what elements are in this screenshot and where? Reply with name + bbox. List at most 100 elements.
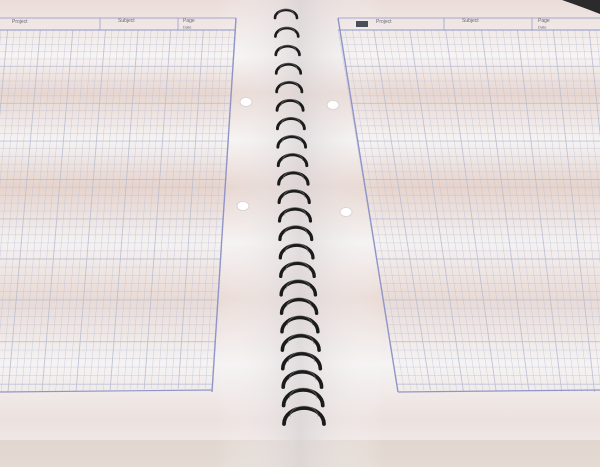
spiral-coil-highlight: [289, 387, 318, 399]
grid-line: [0, 30, 34, 392]
spiral-binding: [273, 8, 326, 426]
right-date-label: Date: [538, 25, 547, 30]
spiral-coil-highlight: [282, 171, 305, 180]
grid-line: [524, 29, 569, 392]
spiral-coil-highlight: [280, 80, 299, 88]
grid-line: [502, 29, 549, 392]
spiral-coil-highlight: [277, 8, 295, 15]
grid-line: [538, 29, 582, 392]
grid-line: [452, 29, 504, 392]
grid-line: [488, 29, 536, 392]
spiral-coil-icon: [278, 243, 315, 260]
spiral-coil-highlight: [281, 134, 302, 143]
right-project-label: Project: [376, 19, 392, 25]
punch-hole-icon: [239, 97, 253, 107]
spiral-coil-icon: [282, 406, 326, 426]
grid-line: [68, 30, 100, 392]
left-project-label: Project: [12, 19, 28, 25]
spiral-coil-icon: [280, 315, 320, 334]
grid-line: [459, 29, 510, 392]
grid-line: [0, 30, 28, 392]
grid-line: [416, 29, 471, 392]
grid-line: [438, 29, 490, 392]
spiral-coil-highlight: [286, 297, 312, 308]
grid-line: [21, 30, 54, 392]
grid-line: [409, 29, 464, 392]
spiral-coil-icon: [277, 189, 311, 205]
grid-line: [567, 29, 600, 392]
grid-line: [344, 29, 405, 392]
grid-line: [359, 29, 418, 392]
spiral-coil-highlight: [281, 116, 301, 125]
punch-hole-icon: [326, 100, 340, 110]
spiral-coil-icon: [274, 62, 303, 75]
grid-line: [191, 30, 217, 392]
grid-line: [545, 29, 589, 392]
grid-line: [204, 30, 230, 392]
grid-line: [177, 30, 204, 392]
grid-line: [395, 29, 451, 392]
grid-line: [41, 30, 74, 392]
grid-line: [130, 30, 158, 392]
spiral-coil-highlight: [287, 333, 314, 344]
spiral-coil-icon: [277, 207, 313, 223]
spiral-coil-icon: [280, 333, 321, 352]
grid-line: [423, 29, 477, 392]
spiral-coil-icon: [276, 153, 309, 168]
spiral-coil-highlight: [286, 315, 313, 326]
spiral-coil-highlight: [284, 225, 308, 235]
grid-line: [574, 29, 600, 392]
spiral-coil-icon: [280, 352, 323, 371]
grid-line: [380, 29, 438, 392]
spiral-coil-icon: [275, 117, 306, 131]
grid-line: [516, 29, 563, 392]
grid-line: [82, 30, 113, 392]
grid-line: [14, 30, 48, 392]
spiral-coil-highlight: [282, 153, 303, 161]
spiral-coil-highlight: [289, 405, 319, 418]
spiral-coil-icon: [275, 80, 304, 94]
logo-mark: [356, 21, 368, 27]
grid-line: [495, 29, 543, 392]
grid-line: [102, 30, 132, 392]
spiral-coil-icon: [279, 261, 316, 279]
grid-line: [170, 30, 198, 392]
spiral-coil-icon: [273, 8, 299, 20]
grid-line: [157, 30, 185, 392]
spiral-coil-icon: [274, 26, 300, 38]
grid-line: [136, 30, 165, 392]
grid-line: [588, 29, 600, 392]
grid-line: [431, 29, 484, 392]
spiral-coil-icon: [274, 44, 301, 57]
spiral-coil-highlight: [288, 351, 316, 363]
grid-line: [509, 29, 556, 392]
grid-line: [184, 30, 211, 392]
spiral-coil-highlight: [283, 207, 307, 216]
grid-line: [0, 30, 21, 392]
spiral-coil-icon: [281, 370, 324, 389]
grid-line: [34, 30, 67, 392]
left-page-margin: [211, 17, 237, 393]
spiral-coil-icon: [278, 225, 314, 242]
grid-line: [387, 29, 445, 392]
grid-line: [143, 30, 172, 392]
grid-line: [96, 30, 126, 392]
grid-line: [466, 29, 517, 392]
spiral-coil-highlight: [278, 26, 296, 33]
spiral-coil-icon: [276, 135, 308, 149]
spiral-coil-icon: [277, 171, 310, 186]
grid-line: [62, 30, 93, 392]
punch-holes: [236, 97, 353, 217]
spiral-coil-highlight: [278, 44, 297, 52]
grid-line: [0, 30, 15, 392]
spiral-coil-highlight: [280, 98, 300, 107]
right-subject-label: Subject: [462, 18, 479, 24]
grid-line: [150, 30, 178, 392]
spiral-coil-icon: [279, 297, 319, 316]
grid-line: [109, 30, 139, 392]
grid-line: [474, 29, 523, 392]
grid-line: [352, 29, 412, 392]
grid-line: [0, 30, 9, 392]
grid-line: [560, 29, 600, 392]
